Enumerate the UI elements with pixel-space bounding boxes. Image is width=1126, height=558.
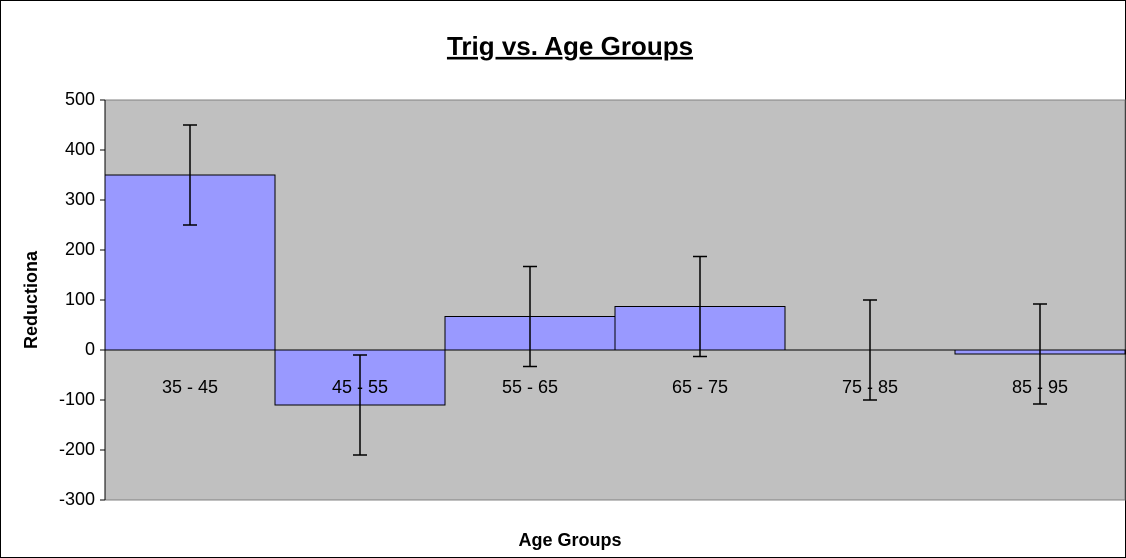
x-tick-label: 65 - 75 (672, 377, 728, 397)
x-tick-label: 35 - 45 (162, 377, 218, 397)
error-bar (183, 124, 197, 226)
y-tick-label: 500 (65, 89, 95, 109)
y-tick-label: 200 (65, 239, 95, 259)
y-tick-label: 400 (65, 139, 95, 159)
error-bar (863, 299, 877, 401)
y-tick-label: -300 (59, 489, 95, 509)
x-axis-label: Age Groups (518, 530, 621, 550)
y-axis-label: Reductiona (21, 250, 41, 349)
chart-title: Trig vs. Age Groups (447, 31, 693, 61)
y-tick-label: 0 (85, 339, 95, 359)
error-bar (523, 265, 537, 368)
x-tick-label: 55 - 65 (502, 377, 558, 397)
error-bar (353, 354, 367, 456)
error-bar (1033, 303, 1047, 405)
y-tick-label: -100 (59, 389, 95, 409)
y-tick-label: -200 (59, 439, 95, 459)
y-tick-label: 100 (65, 289, 95, 309)
y-tick-label: 300 (65, 189, 95, 209)
error-bar (693, 255, 707, 358)
